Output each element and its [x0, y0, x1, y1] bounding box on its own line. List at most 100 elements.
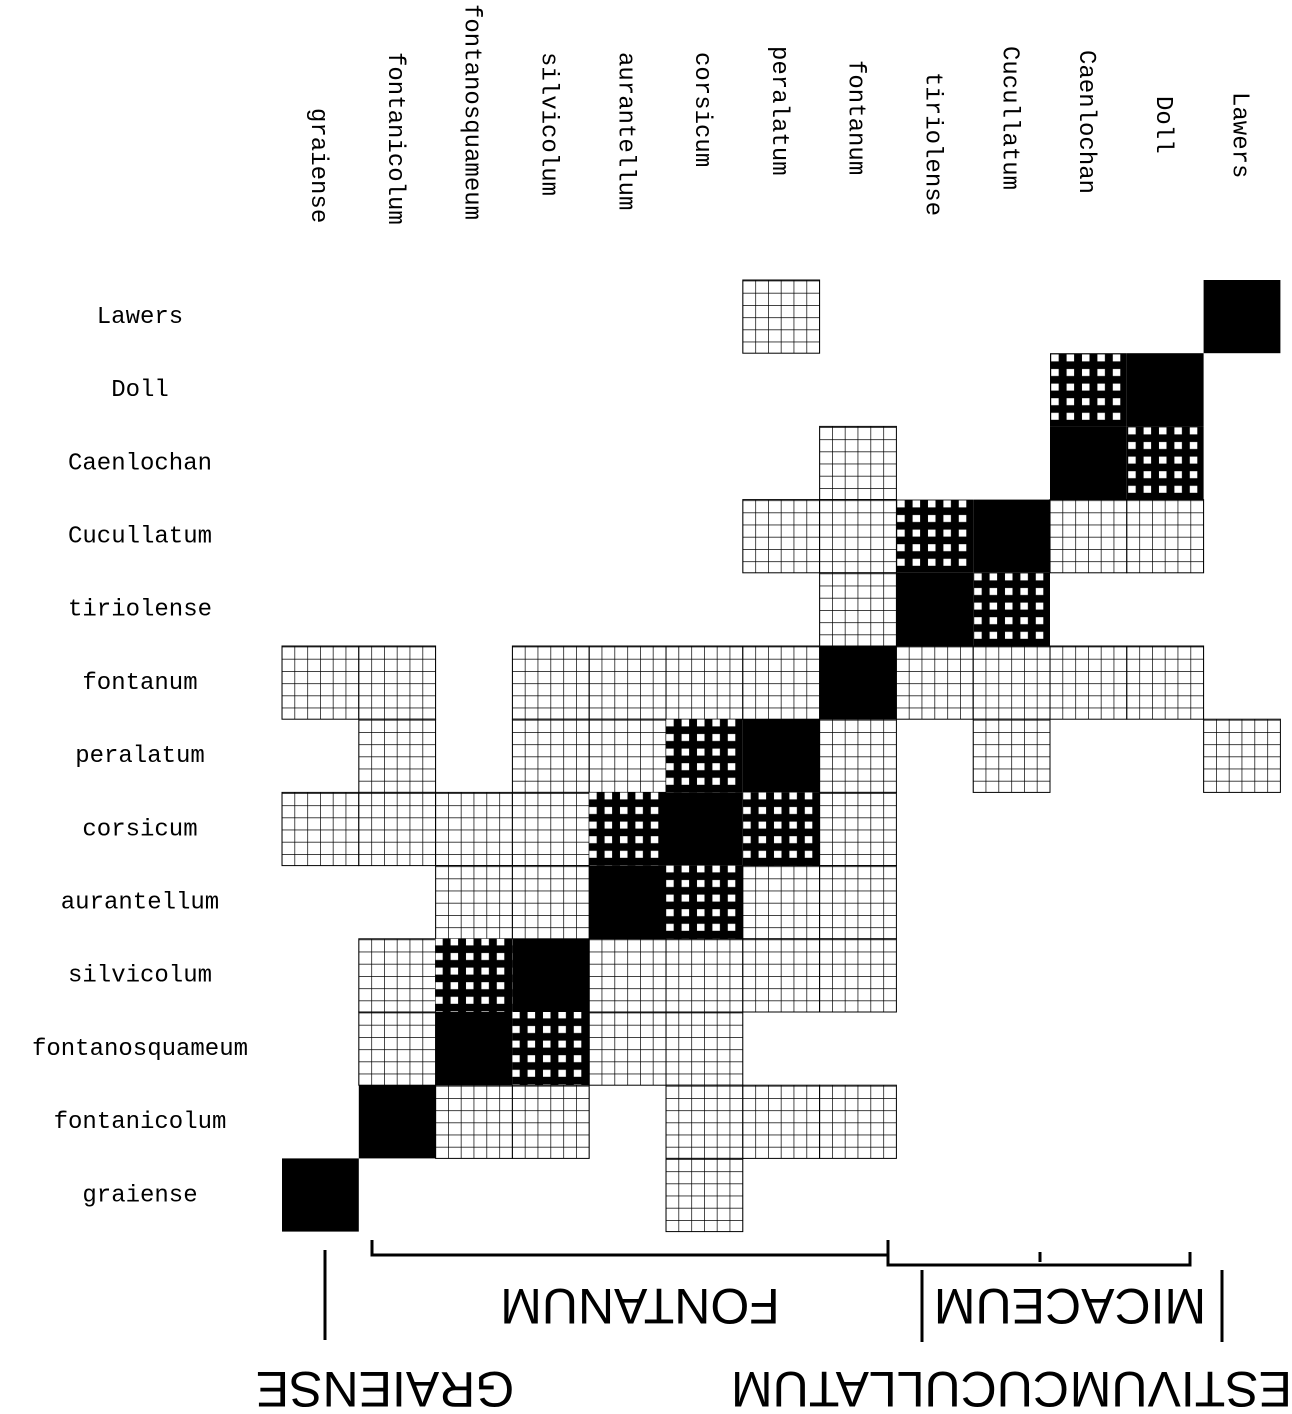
- grid-cell: [511, 865, 590, 940]
- checker-cell: [973, 572, 1050, 646]
- grid-cell: [665, 1084, 744, 1159]
- group-label: FONTANUM: [500, 1278, 780, 1334]
- checker-cell: [589, 792, 666, 866]
- grid-cell: [358, 791, 437, 867]
- grid-cell: [819, 865, 897, 940]
- column-label: tiriolense: [918, 72, 945, 216]
- column-label: fontanicolum: [381, 52, 408, 225]
- checker-cell: [435, 938, 513, 1012]
- grid-cell: [742, 865, 821, 940]
- group-label: GRAIENSE: [256, 1361, 514, 1414]
- black-cell: [435, 1012, 513, 1086]
- column-label: Lawers: [1226, 92, 1253, 178]
- grid-cell: [972, 718, 1051, 793]
- row-label: Caenlochan: [68, 450, 212, 477]
- grid-cell: [742, 938, 821, 1013]
- column-label: Cucullatum: [995, 46, 1022, 190]
- black-cell: [819, 646, 897, 720]
- grid-cell: [819, 938, 897, 1013]
- black-cell: [1203, 280, 1281, 354]
- column-label: corsicum: [688, 52, 715, 167]
- grid-cell: [1049, 499, 1128, 574]
- grid-cell: [819, 499, 897, 574]
- row-label: Doll: [111, 377, 169, 404]
- grid-cell: [588, 938, 667, 1013]
- row-label: aurantellum: [61, 890, 219, 917]
- group-label: MICACEUM: [934, 1278, 1206, 1334]
- column-label: silvicolum: [534, 52, 561, 196]
- row-label: Cucullatum: [68, 524, 212, 551]
- checker-cell: [666, 719, 743, 793]
- grid-cell: [588, 645, 667, 720]
- column-label: Caenlochan: [1072, 50, 1099, 194]
- black-cell: [666, 792, 743, 866]
- brackets: [323, 1240, 1224, 1342]
- grid-cell: [742, 645, 821, 720]
- grid-cell: [435, 1084, 513, 1159]
- row-label: graiense: [82, 1182, 197, 1209]
- row-label: Lawers: [97, 304, 183, 331]
- grid-cell: [819, 425, 897, 501]
- grid-cell: [1126, 499, 1205, 574]
- row-label: peralatum: [75, 743, 205, 770]
- black-cell: [896, 572, 974, 646]
- grid-cell: [819, 1084, 897, 1159]
- row-label: silvicolum: [68, 963, 212, 990]
- row-label: fontanicolum: [54, 1109, 227, 1136]
- column-label: fontanosquameum: [458, 4, 485, 220]
- grid-cell: [895, 645, 974, 720]
- grid-cell: [742, 1084, 821, 1159]
- column-label: aurantellum: [611, 52, 638, 210]
- black-cell: [742, 719, 820, 793]
- grid-cell: [511, 1084, 590, 1159]
- grid-cell: [742, 279, 821, 354]
- grid-cell: [742, 499, 821, 574]
- checker-cell: [1126, 426, 1204, 500]
- grid-cell: [819, 572, 897, 647]
- grid-cell: [972, 645, 1051, 720]
- checker-cell: [512, 1012, 590, 1086]
- grid-cell: [358, 938, 437, 1013]
- grid-cell: [665, 645, 744, 720]
- column-label: peralatum: [765, 46, 792, 176]
- grid-cell: [665, 938, 744, 1013]
- grid-cell: [588, 718, 667, 793]
- black-cell: [1126, 353, 1204, 427]
- grid-cell: [588, 1011, 667, 1086]
- column-label: Doll: [1149, 96, 1176, 154]
- row-label: corsicum: [82, 816, 197, 843]
- grid-cell: [1049, 645, 1128, 720]
- grid-cell: [435, 791, 513, 867]
- grid-cell: [511, 791, 590, 867]
- grid-cell: [511, 718, 590, 793]
- checker-cell: [666, 865, 743, 939]
- checker-cell: [1050, 353, 1127, 427]
- black-cell: [512, 938, 590, 1012]
- grid-cell: [281, 791, 360, 867]
- grid-cell: [819, 718, 897, 793]
- row-label: tiriolense: [68, 597, 212, 624]
- black-cell: [1050, 426, 1127, 500]
- grid-cell: [358, 1011, 437, 1086]
- column-label: fontanum: [842, 60, 869, 175]
- group-label: ESTIVUM: [1070, 1361, 1292, 1414]
- grid-cell: [665, 1011, 744, 1086]
- black-cell: [282, 1158, 359, 1232]
- grid-cell: [1203, 718, 1281, 793]
- row-label: fontanosquameum: [32, 1036, 248, 1063]
- grid-cell: [1126, 645, 1205, 720]
- checker-cell: [742, 792, 820, 866]
- black-cell: [973, 499, 1050, 573]
- black-cell: [358, 1085, 436, 1159]
- grid-cell: [435, 865, 513, 940]
- black-cell: [589, 865, 666, 939]
- grid-cell: [665, 1157, 744, 1233]
- grid-cell: [281, 645, 360, 720]
- group-label: CUCULLATUM: [731, 1361, 1069, 1414]
- checker-cell: [896, 499, 974, 573]
- grid-cell: [358, 645, 437, 720]
- row-label: fontanum: [82, 670, 197, 697]
- column-label: graiense: [304, 108, 331, 223]
- grid-cell: [358, 718, 437, 793]
